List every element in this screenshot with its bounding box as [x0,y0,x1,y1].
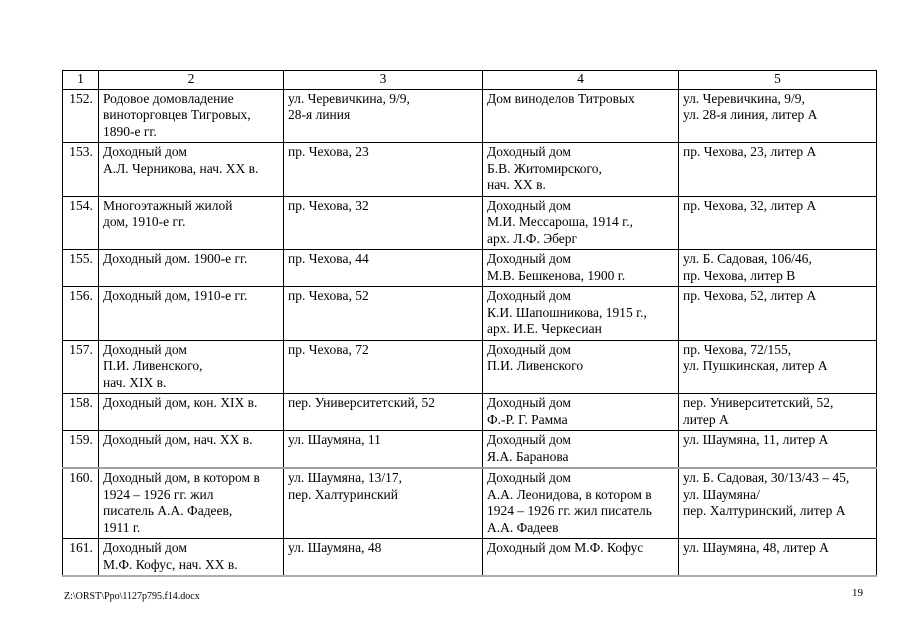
table-cell: Доходный дом Я.А. Баранова [482,430,679,469]
table-cell: Доходный дом Ф.-Р. Г. Рамма [482,393,679,431]
table-cell: пр. Чехова, 32, литер А [678,195,877,250]
table-cell: ул. Шаумяна, 48 [283,538,483,577]
table-row: 158. Доходный дом, кон. XIX в. пер. Универ… [62,393,877,431]
table-cell: Доходный дом М.В. Бешкенова, 1900 г. [482,249,679,287]
row-number-cell: 158. [62,393,99,431]
footer-file-path: Z:\ORST\Ppo\1127p795.f14.docx [64,591,200,602]
table-cell: Доходный дом, кон. XIX в. [98,393,284,431]
table-row: 155. Доходный дом. 1900-е гг. пр. Чехова, … [62,249,877,287]
table-cell: пер. Университетский, 52, литер А [678,393,877,431]
row-number-cell: 153. [62,142,99,197]
table-cell: Доходный дом, нач. XX в. [98,430,284,469]
table-cell: ул. Шаумяна, 48, литер А [678,538,877,577]
table-cell: ул. Б. Садовая, 30/13/43 – 45, ул. Шаумя… [678,467,877,539]
column-header: 1 [62,70,99,90]
column-header: 2 [98,70,284,90]
table-row: 157. Доходный дом П.И. Ливенского, нач. X… [62,339,877,394]
table-body: 152. Родовое домовладение виноторговцев Т… [62,88,877,577]
table-row: 154. Многоэтажный жилой дом, 1910-е гг. пр… [62,195,877,250]
table-cell: пр. Чехова, 23, литер А [678,142,877,197]
row-number-cell: 154. [62,195,99,250]
table-cell: Доходный дом М.И. Мессароша, 1914 г., ар… [482,195,679,250]
table-cell: пер. Университетский, 52 [283,393,483,431]
table-cell: Родовое домовладение виноторговцев Тигро… [98,88,284,143]
column-header: 4 [482,70,679,90]
table-cell: пр. Чехова, 32 [283,195,483,250]
table-cell: Многоэтажный жилой дом, 1910-е гг. [98,195,284,250]
row-number-cell: 156. [62,286,99,341]
table-cell: пр. Чехова, 44 [283,249,483,287]
table-cell: Доходный дом К.И. Шапошникова, 1915 г., … [482,286,679,341]
footer-page-number: 19 [852,587,863,599]
table-cell: Доходный дом Б.В. Житомирского, нач. XX … [482,142,679,197]
table-cell: Доходный дом. 1900-е гг. [98,249,284,287]
row-number-cell: 152. [62,88,99,143]
column-header: 3 [283,70,483,90]
table-cell: Доходный дом П.И. Ливенского [482,339,679,394]
table-cell: ул. Шаумяна, 11 [283,430,483,469]
table-row: 159. Доходный дом, нач. XX в. ул. Шаумяна,… [62,430,877,469]
table-cell: Доходный дом А.А. Леонидова, в котором в… [482,467,679,539]
table-cell: пр. Чехова, 72/155, ул. Пушкинская, лите… [678,339,877,394]
table-row: 153. Доходный дом А.Л. Черникова, нач. XX… [62,142,877,197]
table-cell: Доходный дом А.Л. Черникова, нач. XX в. [98,142,284,197]
row-number-cell: 159. [62,430,99,469]
table-cell: Дом виноделов Титровых [482,88,679,143]
table-cell: пр. Чехова, 52 [283,286,483,341]
table-cell: пр. Чехова, 23 [283,142,483,197]
table-cell: пр. Чехова, 52, литер А [678,286,877,341]
table-cell: ул. Шаумяна, 13/17, пер. Халтуринский [283,467,483,539]
table-cell: Доходный дом М.Ф. Кофус, нач. XX в. [98,538,284,577]
table-cell: пр. Чехова, 72 [283,339,483,394]
table-row: 156. Доходный дом, 1910-е гг. пр. Чехова, … [62,286,877,341]
table-cell: Доходный дом, в котором в 1924 – 1926 гг… [98,467,284,539]
table-cell: Доходный дом П.И. Ливенского, нач. XIX в… [98,339,284,394]
table-cell: Доходный дом М.Ф. Кофус [482,538,679,577]
row-number-cell: 157. [62,339,99,394]
table-cell: ул. Б. Садовая, 106/46, пр. Чехова, лите… [678,249,877,287]
table-row: 152. Родовое домовладение виноторговцев Т… [62,88,877,143]
row-number-cell: 160. [62,467,99,539]
table-cell: ул. Черевичкина, 9/9, 28-я линия [283,88,483,143]
column-header: 5 [678,70,877,90]
table-row: 161. Доходный дом М.Ф. Кофус, нач. XX в. у… [62,538,877,577]
table-cell: ул. Шаумяна, 11, литер А [678,430,877,469]
table-cell: ул. Черевичкина, 9/9, ул. 28-я линия, ли… [678,88,877,143]
table-cell: Доходный дом, 1910-е гг. [98,286,284,341]
row-number-cell: 155. [62,249,99,287]
row-number-cell: 161. [62,538,99,577]
table-row: 160. Доходный дом, в котором в 1924 – 192… [62,467,877,539]
